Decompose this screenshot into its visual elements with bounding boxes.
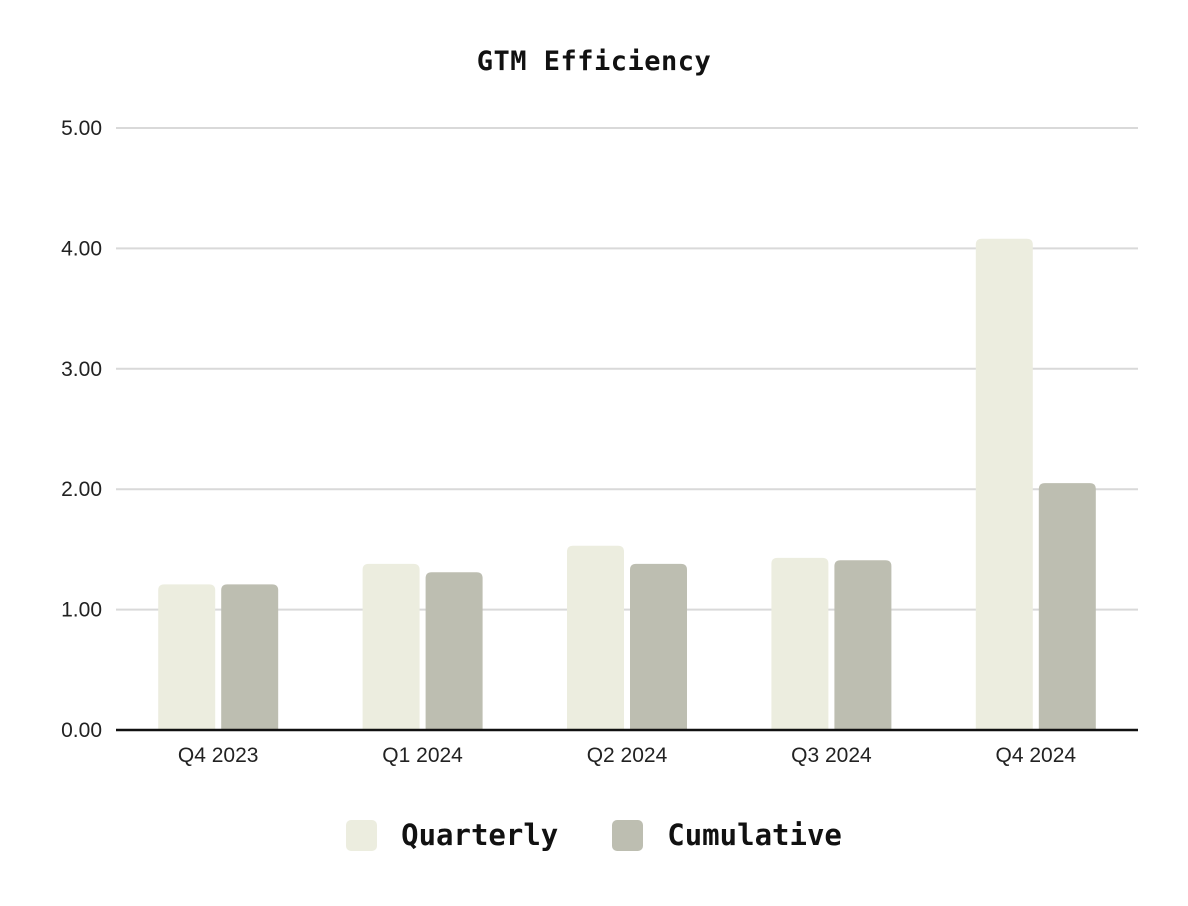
bar-quarterly-q3-2024 bbox=[771, 557, 829, 730]
legend-item-quarterly[interactable]: Quarterly bbox=[346, 818, 558, 852]
bar-quarterly-q4-2023 bbox=[158, 584, 216, 730]
bar-cumulative-q4-2024 bbox=[1038, 483, 1096, 730]
bar-quarterly-q4-2024 bbox=[975, 238, 1033, 730]
bar-cumulative-q1-2024 bbox=[425, 572, 483, 730]
legend-swatch-cumulative bbox=[612, 819, 644, 851]
x-tick-label: Q3 2024 bbox=[791, 744, 872, 767]
chart-title: GTM Efficiency bbox=[476, 46, 712, 77]
y-tick-label: 2.00 bbox=[61, 478, 102, 501]
bar-cumulative-q3-2024 bbox=[834, 560, 892, 730]
y-tick-label: 1.00 bbox=[61, 599, 102, 622]
legend-label-quarterly: Quarterly bbox=[401, 818, 559, 852]
x-tick-label: Q1 2024 bbox=[382, 744, 463, 767]
legend-item-cumulative[interactable]: Cumulative bbox=[612, 818, 842, 852]
y-tick-label: 3.00 bbox=[61, 358, 102, 381]
x-tick-label: Q4 2023 bbox=[178, 744, 259, 767]
legend: Quarterly Cumulative bbox=[0, 818, 1188, 852]
legend-swatch-quarterly bbox=[346, 819, 378, 851]
y-tick-label: 5.00 bbox=[61, 117, 102, 140]
x-tick-label: Q4 2024 bbox=[996, 744, 1077, 767]
bar-quarterly-q1-2024 bbox=[362, 563, 420, 730]
y-tick-label: 0.00 bbox=[61, 719, 102, 742]
x-tick-label: Q2 2024 bbox=[587, 744, 668, 767]
bar-cumulative-q4-2023 bbox=[221, 584, 279, 730]
y-tick-label: 4.00 bbox=[61, 237, 102, 260]
legend-label-cumulative: Cumulative bbox=[667, 818, 842, 852]
bar-cumulative-q2-2024 bbox=[630, 563, 687, 730]
bar-quarterly-q2-2024 bbox=[567, 545, 624, 730]
